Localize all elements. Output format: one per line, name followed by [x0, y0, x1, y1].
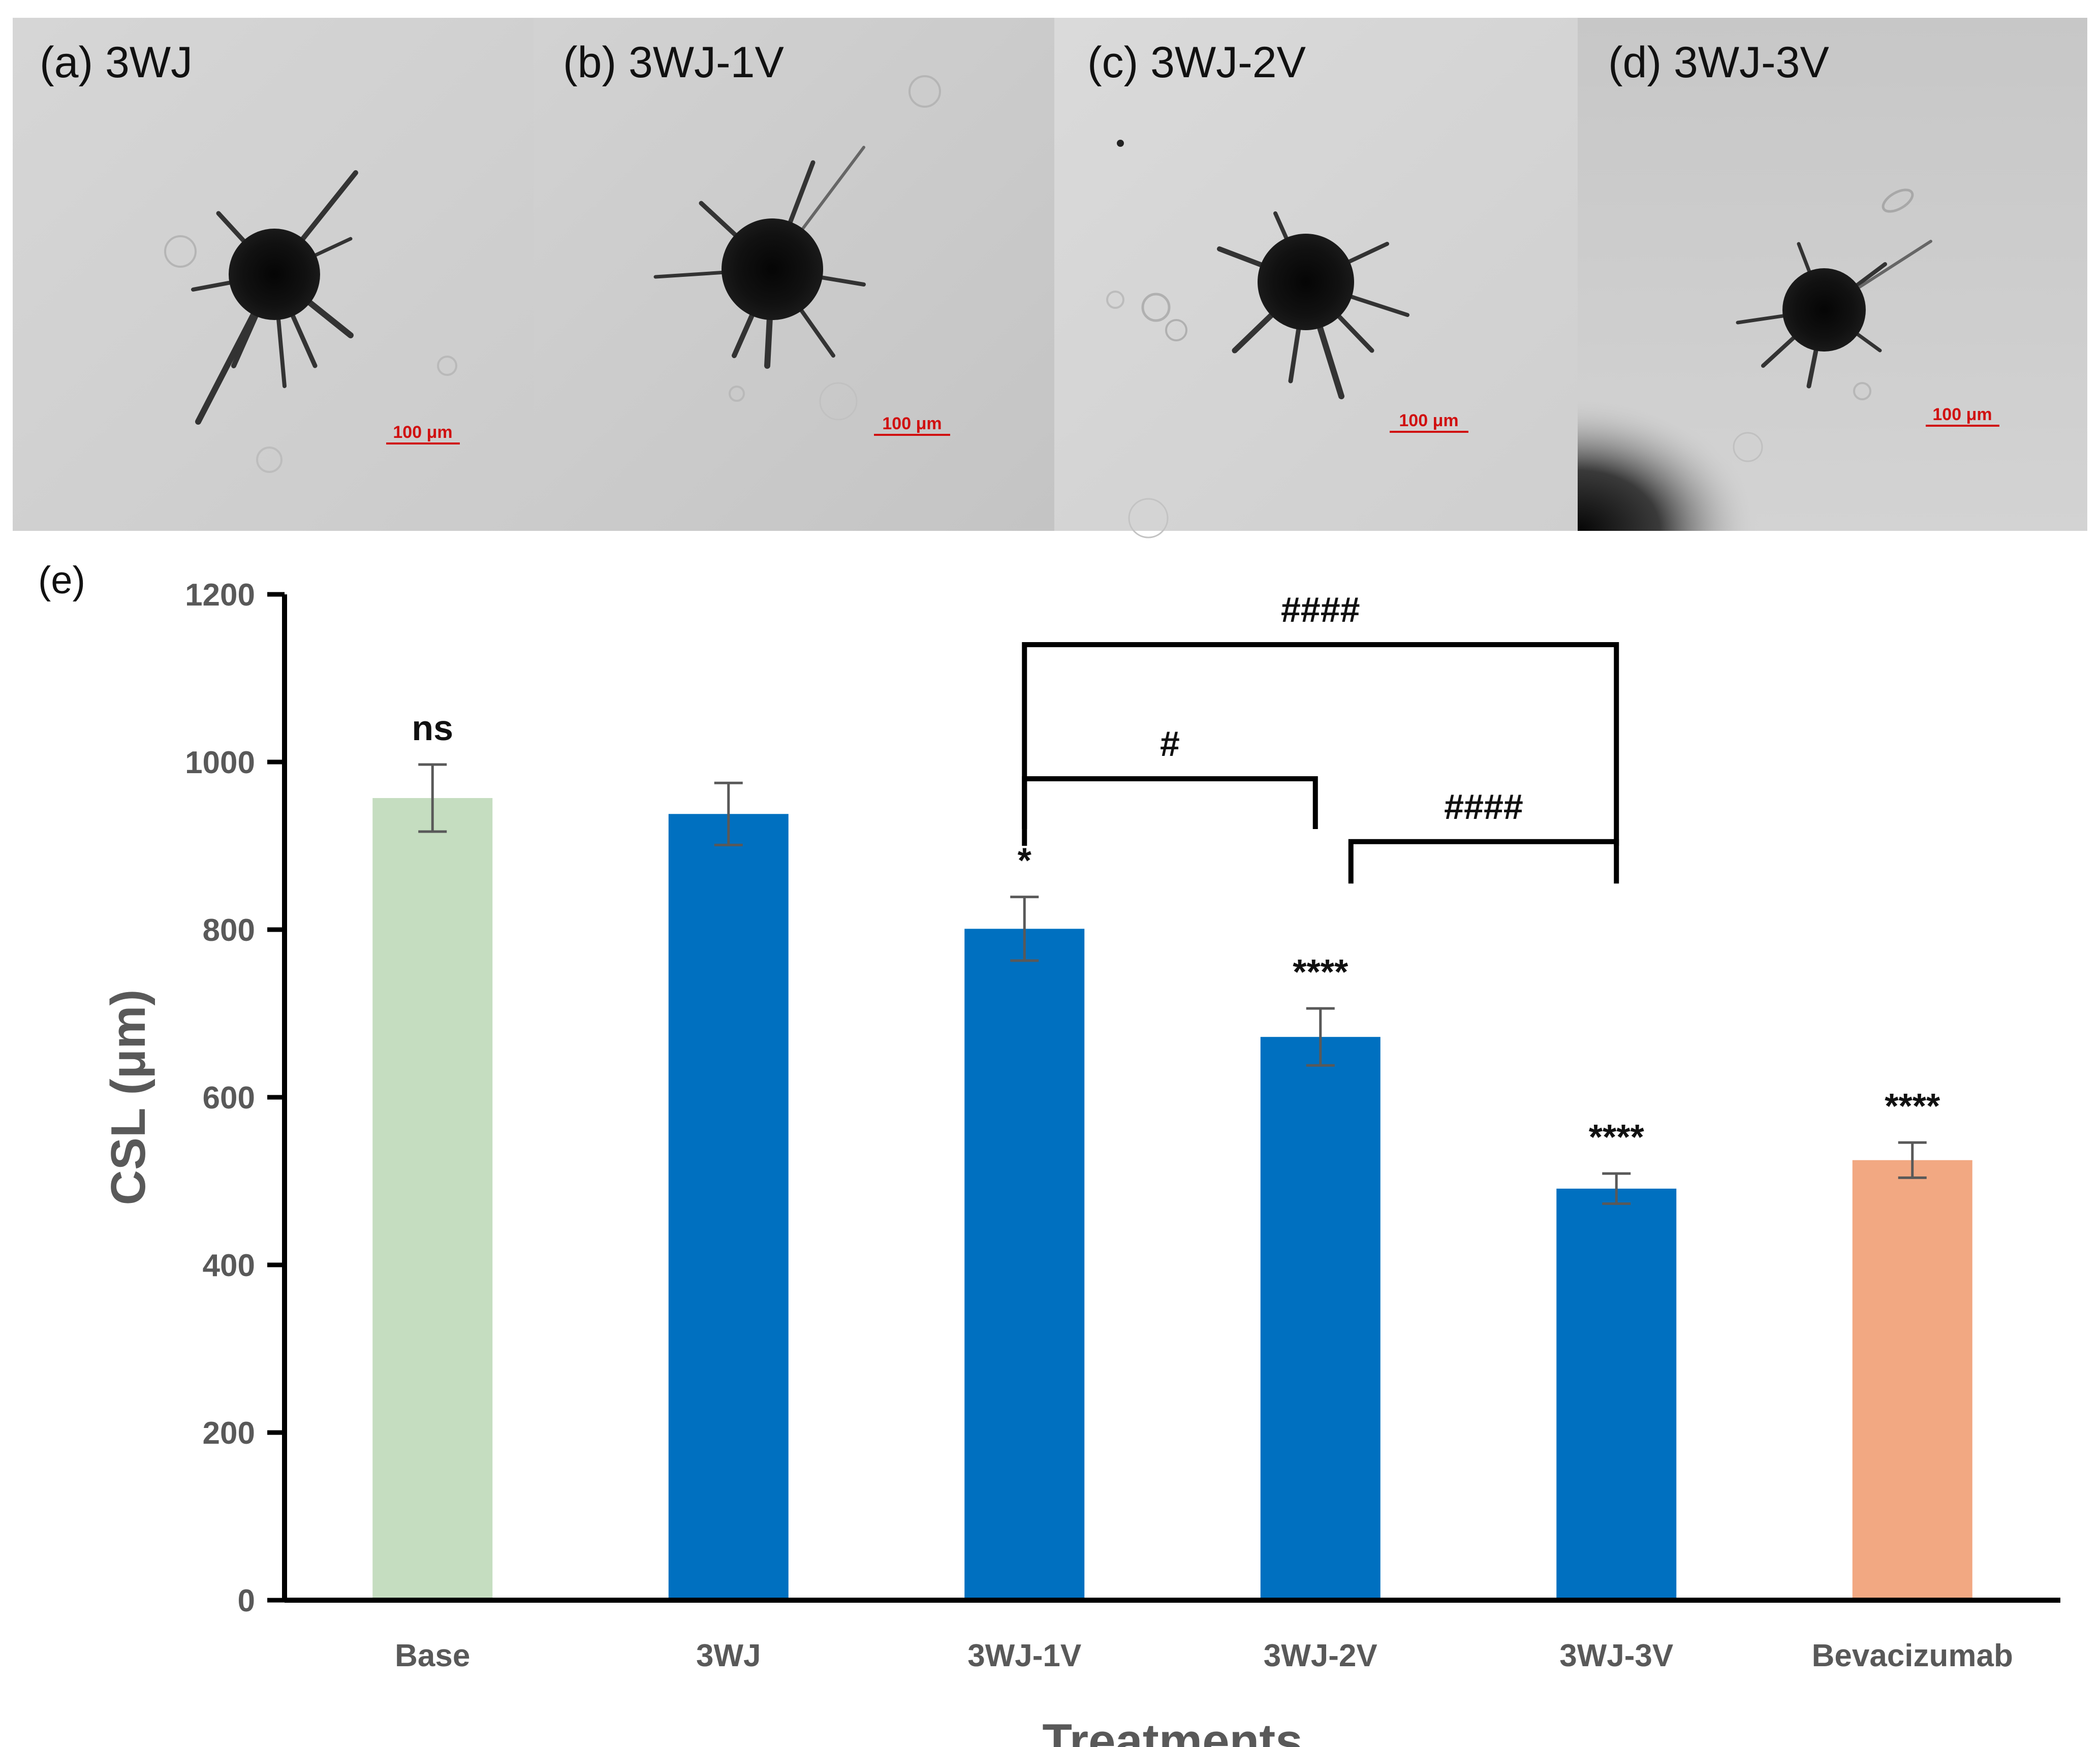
bar-3: [1260, 1037, 1381, 1600]
category-label-4: 3WJ-3V: [1559, 1638, 1673, 1673]
scale-bar-label-a: 100 μm: [393, 423, 452, 442]
bracket-label-2: ####: [1444, 787, 1523, 827]
spheroid-image-d: [1733, 188, 1932, 462]
y-tick-label-2: 400: [203, 1248, 255, 1283]
panel-label-d: (d) 3WJ-3V: [1608, 38, 1829, 87]
microscopy-panel-c: 100 μm (c) 3WJ-2V: [1054, 18, 1578, 538]
spheroid-image-a: [164, 170, 457, 473]
significance-bracket-2: [1348, 839, 1619, 884]
significance-bracket-1: [1022, 776, 1318, 829]
significance-label-4: ****: [1589, 1117, 1645, 1157]
microscopy-panel-b: 100 μm (b) 3WJ-1V: [534, 18, 1054, 531]
significance-label-0: ns: [412, 708, 453, 748]
scale-bar-a: 100 μm: [386, 423, 460, 444]
scale-bar-label-c: 100 μm: [1399, 411, 1458, 430]
bracket-label-0: ####: [1281, 590, 1360, 629]
category-label-1: 3WJ: [696, 1638, 761, 1673]
y-tick-label-1: 200: [203, 1416, 255, 1451]
category-label-5: Bevacizumab: [1812, 1638, 2013, 1673]
bar-4: [1556, 1188, 1677, 1600]
microscopy-panel-d: 100 μm (d) 3WJ-3V: [1578, 18, 2087, 531]
y-tick-label-3: 600: [203, 1081, 255, 1116]
scale-bar-d: 100 μm: [1926, 405, 1999, 427]
scale-bar-c: 100 μm: [1390, 411, 1468, 433]
bracket-label-1: #: [1160, 724, 1180, 764]
y-tick-label-6: 1200: [185, 578, 255, 613]
y-tick-label-0: 0: [238, 1583, 255, 1618]
significance-label-3: ****: [1293, 952, 1349, 992]
scale-bar-b: 100 μm: [874, 414, 950, 436]
panel-label-a: (a) 3WJ: [40, 38, 193, 87]
significance-bracket-0: [1022, 642, 1619, 846]
category-label-3: 3WJ-2V: [1264, 1638, 1377, 1673]
scale-bar-label-d: 100 μm: [1932, 405, 1992, 424]
microscopy-panel-a: 100 μm (a) 3WJ: [13, 18, 534, 531]
bar-5: [1852, 1160, 1972, 1600]
y-axis-title: CSL (μm): [101, 990, 155, 1205]
bar-2: [964, 929, 1085, 1600]
spheroid-image-b: [653, 75, 941, 421]
bar-0: [372, 798, 493, 1600]
spheroid-image-c: [1106, 140, 1409, 538]
panel-label-b: (b) 3WJ-1V: [563, 38, 784, 87]
x-axis-title: Treatments: [1042, 1714, 1302, 1747]
category-label-0: Base: [395, 1638, 470, 1673]
y-tick-label-4: 800: [203, 913, 255, 948]
category-label-2: 3WJ-1V: [967, 1638, 1081, 1673]
significance-label-5: ****: [1885, 1086, 1940, 1126]
bar-1: [668, 814, 789, 1600]
significance-label-2: *: [1018, 841, 1032, 880]
panel-label-c: (c) 3WJ-2V: [1087, 38, 1306, 87]
bar-chart: Base ns 3WJ 3WJ-1V * 3WJ-2V **** 3WJ-3V **** Beva…: [101, 578, 2060, 1747]
y-tick-label-5: 1000: [185, 745, 255, 780]
chart-panel-label: (e): [38, 559, 85, 602]
scale-bar-label-b: 100 μm: [882, 414, 942, 433]
